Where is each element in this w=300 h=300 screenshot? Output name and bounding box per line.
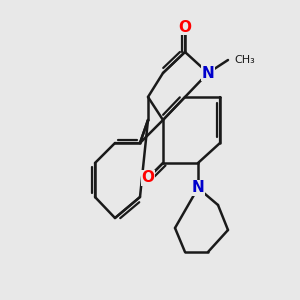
Text: N: N (192, 181, 204, 196)
Text: O: O (142, 170, 154, 185)
Text: N: N (202, 65, 214, 80)
Text: O: O (178, 20, 191, 34)
Text: CH₃: CH₃ (234, 55, 255, 65)
